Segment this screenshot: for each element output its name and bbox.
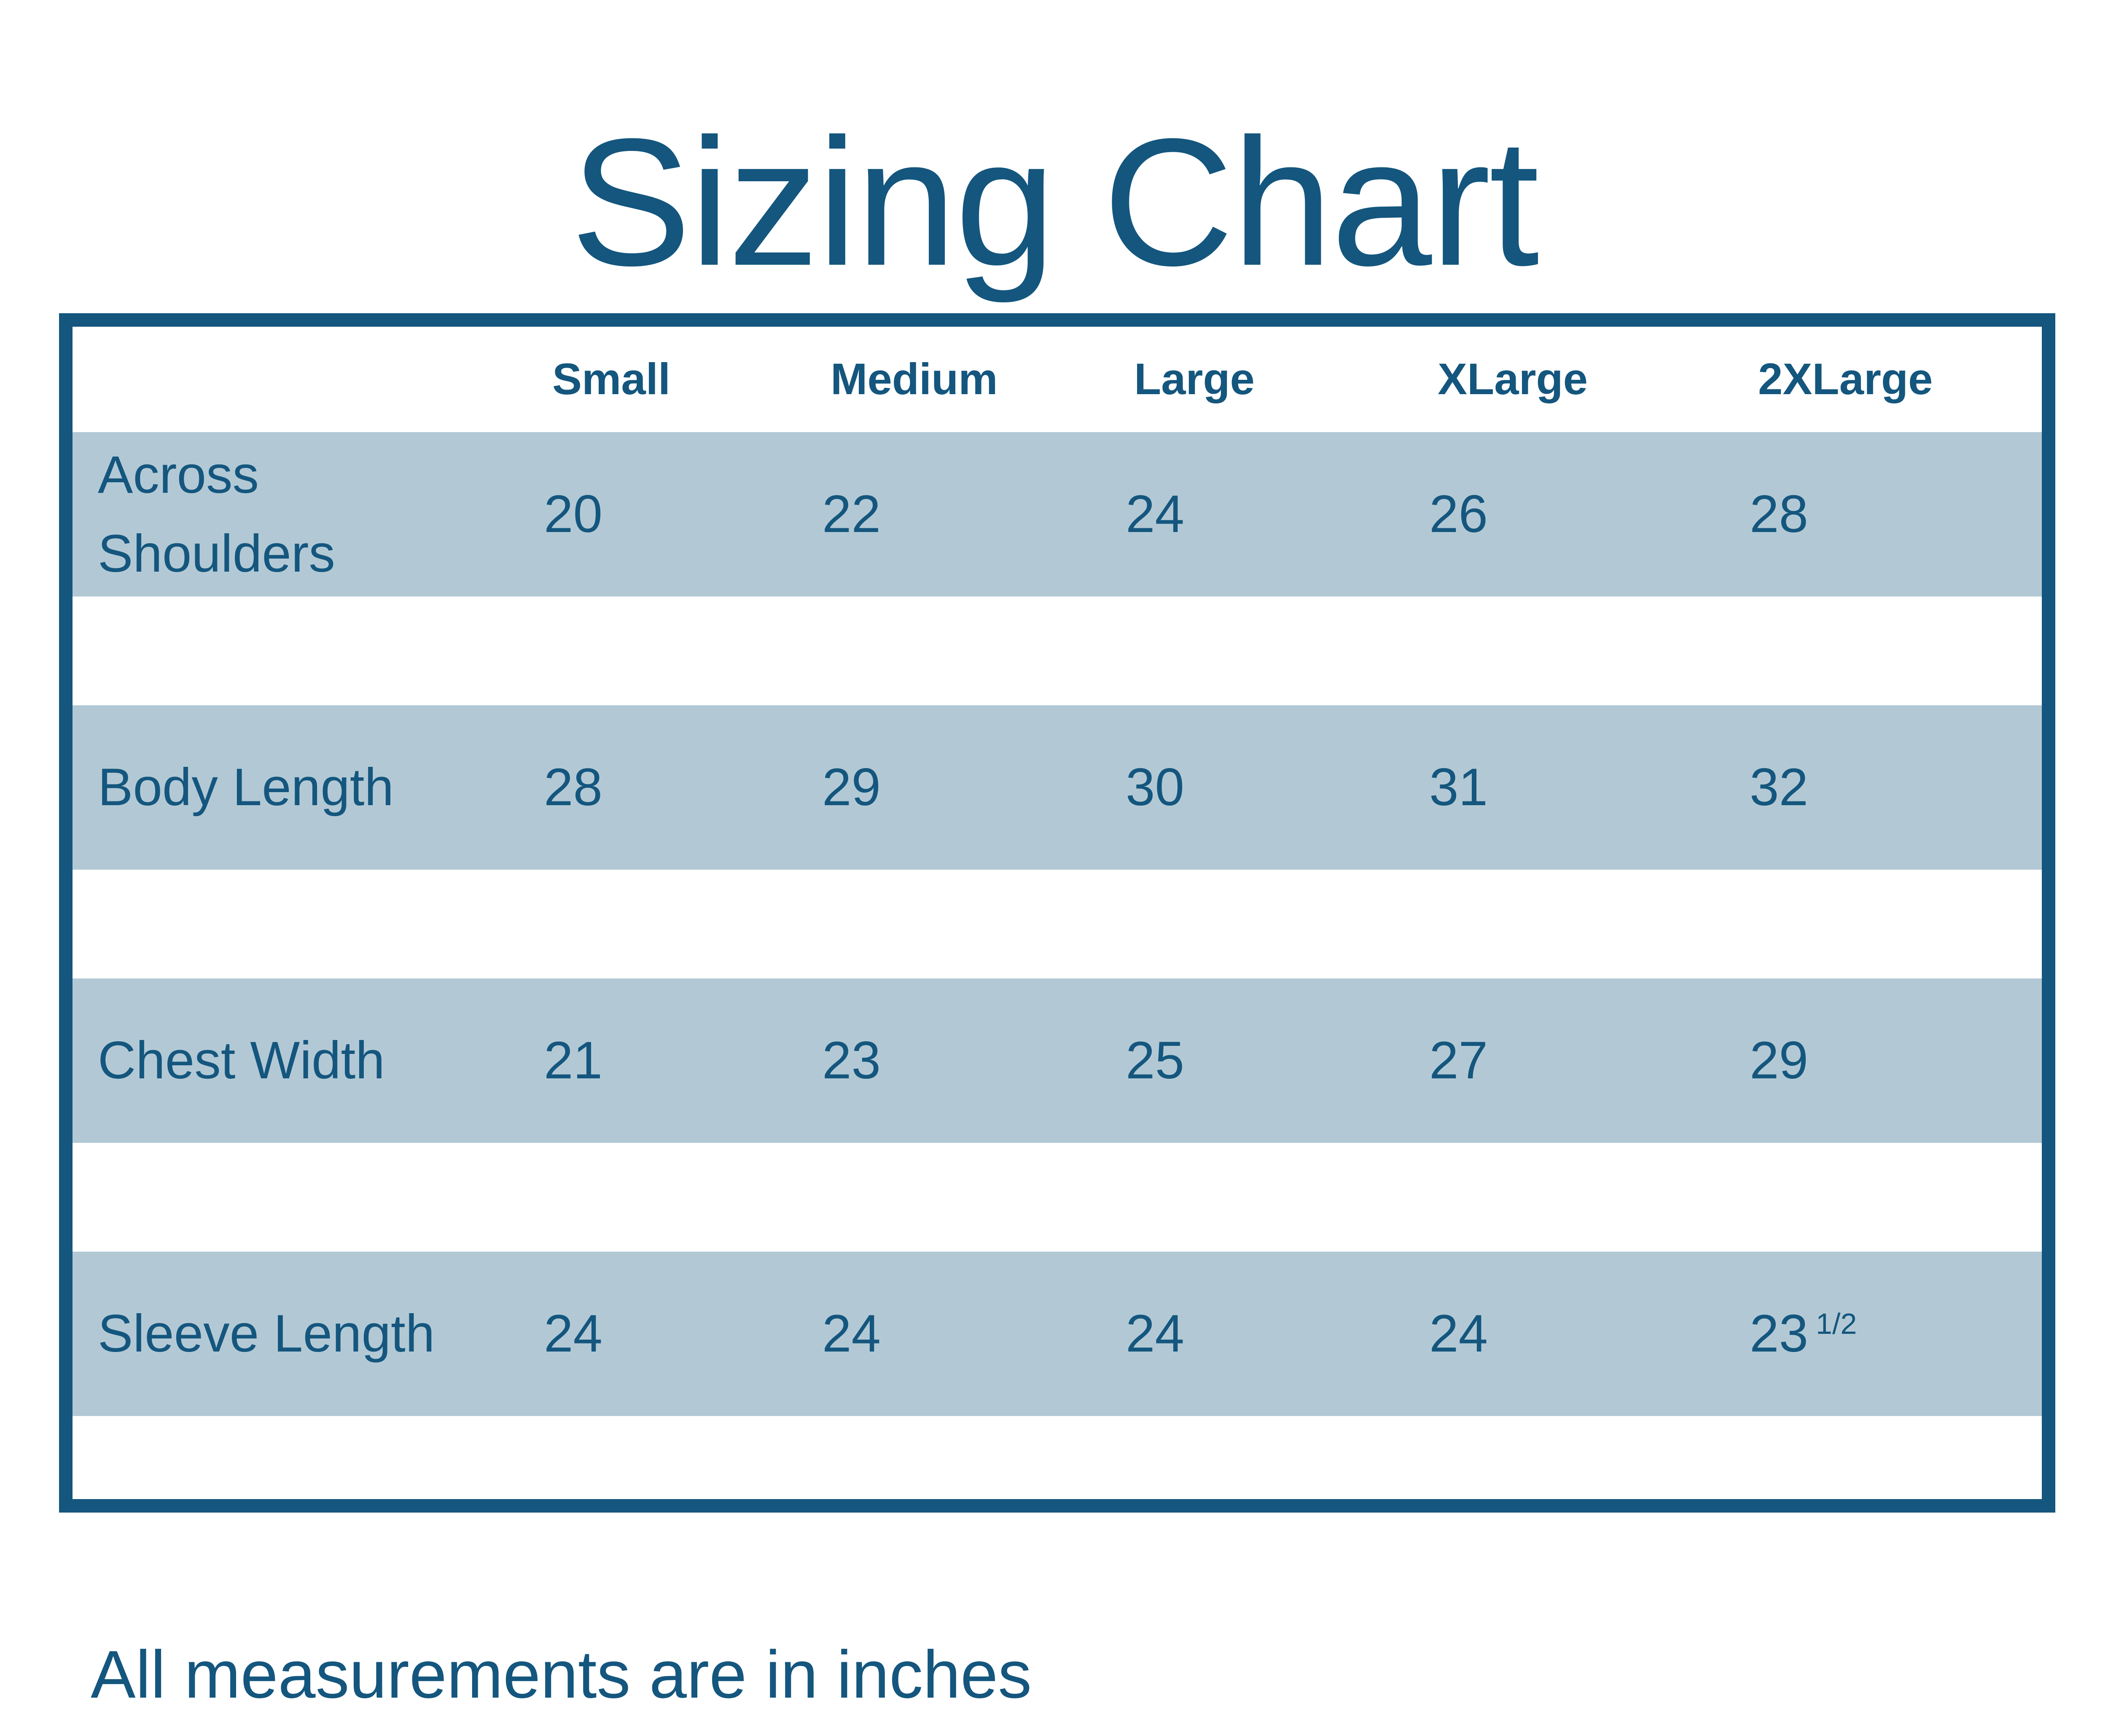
table-header-row: Small Medium Large XLarge 2XLarge [73,327,2042,432]
cell-across-shoulders-small: 20 [544,485,603,544]
column-header-xlarge: XLarge [1438,355,1588,404]
cell-chest-width-2xlarge: 29 [1750,1031,1809,1090]
table-row-across-shoulders: Across Shoulders 20 22 24 26 28 [73,432,2042,597]
cell-chest-width-large: 25 [1126,1031,1185,1090]
cell-chest-width-xlarge: 27 [1429,1031,1488,1090]
table-row-body-length: Body Length 28 29 30 31 32 [73,705,2042,870]
row-spacer [73,597,2042,705]
column-header-large: Large [1134,355,1255,404]
cell-across-shoulders-xlarge: 26 [1429,485,1488,544]
column-header-medium: Medium [831,355,998,404]
cell-body-length-medium: 29 [822,758,881,817]
row-label: Across Shoulders [98,445,335,583]
column-header-2xlarge: 2XLarge [1758,355,1933,404]
cell-sleeve-length-medium: 24 [822,1304,881,1363]
cell-sleeve-length-xlarge: 24 [1429,1304,1488,1363]
table-row-sleeve-length: Sleeve Length 24 24 24 24 23 1/2 [73,1252,2042,1416]
row-label: Chest Width [98,1031,385,1090]
page-title: Sizing Chart [570,101,1539,304]
row-label: Body Length [98,758,394,817]
column-header-small: Small [552,355,671,404]
cell-chest-width-small: 21 [544,1031,603,1090]
cell-sleeve-length-2xlarge: 23 1/2 [1745,1294,2042,1373]
row-label: Sleeve Length [98,1304,435,1363]
cell-body-length-2xlarge: 32 [1750,758,1809,817]
cell-across-shoulders-medium: 22 [822,485,881,544]
row-spacer [73,1143,2042,1252]
cell-sleeve-length-small: 24 [544,1304,603,1363]
measurements-note: All measurements are in inches [91,1637,1032,1712]
cell-sleeve-length-large: 24 [1126,1304,1185,1363]
cell-body-length-small: 28 [544,758,603,817]
cell-sleeve-length-2xlarge-whole: 23 [1750,1304,1809,1363]
cell-chest-width-medium: 23 [822,1031,881,1090]
sizing-table: Small Medium Large XLarge 2XLarge Across… [59,313,2055,1513]
cell-body-length-large: 30 [1126,758,1185,817]
cell-across-shoulders-large: 24 [1126,485,1185,544]
cell-across-shoulders-2xlarge: 28 [1750,485,1809,544]
cell-sleeve-length-2xlarge-fraction: 1/2 [1816,1307,1857,1340]
row-spacer [73,870,2042,978]
cell-body-length-xlarge: 31 [1429,758,1488,817]
table-row-chest-width: Chest Width 21 23 25 27 29 [73,978,2042,1143]
